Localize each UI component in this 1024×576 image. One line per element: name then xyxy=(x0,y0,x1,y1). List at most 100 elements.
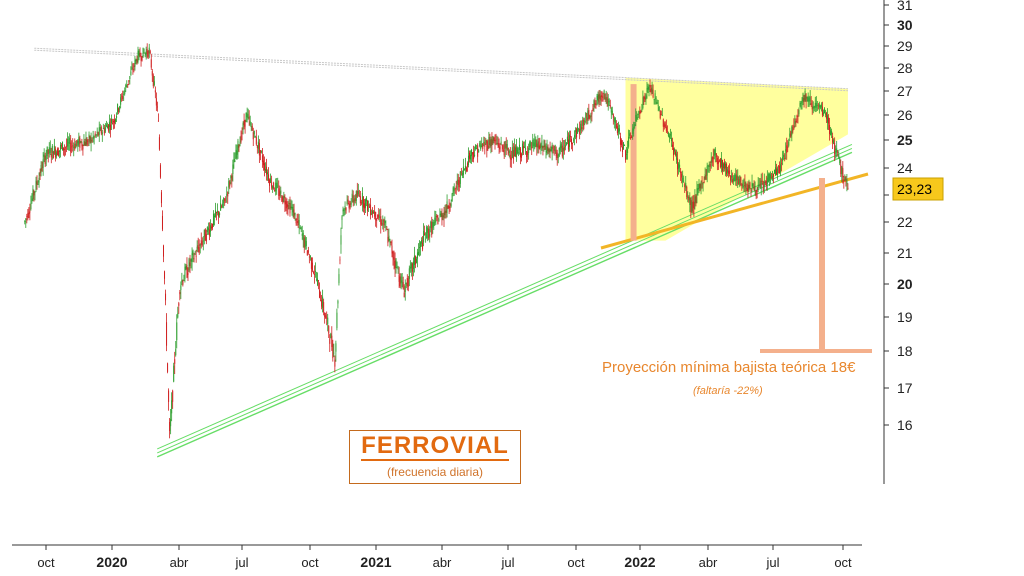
chart-title: FERROVIAL xyxy=(361,432,509,461)
candle-body xyxy=(525,148,527,151)
candle-body xyxy=(466,163,468,167)
candle-body xyxy=(533,142,535,147)
candle-body xyxy=(694,196,696,203)
candle-body xyxy=(348,202,350,209)
candle-body xyxy=(596,96,598,100)
candle-body xyxy=(504,141,506,150)
candle-body xyxy=(188,259,190,271)
x-axis: oct 2020 abr jul oct 2021 abr jul oct 2022 abr jul o… xyxy=(37,545,852,570)
y-tick-label: 25 xyxy=(897,132,913,148)
candle-body xyxy=(209,225,211,232)
candle-body xyxy=(368,204,370,206)
x-tick-label: jul xyxy=(234,555,248,570)
candle-body xyxy=(574,135,576,138)
candle-body xyxy=(708,165,710,167)
candle-body xyxy=(448,205,450,209)
candle-body xyxy=(152,75,154,87)
candle-body xyxy=(646,87,648,93)
candle-body xyxy=(175,349,177,356)
candle-body xyxy=(659,111,661,119)
candle-body xyxy=(494,140,496,142)
candle-body xyxy=(755,190,757,196)
y-tick-label: 20 xyxy=(897,276,913,292)
candle-body xyxy=(33,190,35,196)
candle-body xyxy=(38,177,40,183)
candle-body xyxy=(765,181,767,186)
candle-body xyxy=(740,177,742,182)
candle-body xyxy=(726,164,728,175)
candle-body xyxy=(306,250,308,256)
candle-body xyxy=(591,111,593,115)
candle-body xyxy=(444,210,446,216)
candle-body xyxy=(461,172,463,176)
candle-body xyxy=(253,131,255,135)
candle-body xyxy=(441,213,443,221)
candle-body xyxy=(474,154,476,156)
candle-body xyxy=(783,155,785,158)
candle-body xyxy=(131,67,133,69)
candle-body xyxy=(151,71,153,76)
candle-body xyxy=(556,152,558,159)
candle-body xyxy=(104,127,106,132)
candle-body xyxy=(797,115,799,117)
candle-body xyxy=(631,136,633,138)
candle-body xyxy=(332,344,334,359)
candle-body xyxy=(134,59,136,67)
candle-body xyxy=(762,184,764,192)
candle-body xyxy=(290,206,292,208)
candle-body xyxy=(490,138,492,146)
candle-body xyxy=(165,293,167,301)
candle-body xyxy=(707,165,709,167)
candle-body xyxy=(499,146,501,150)
candle-body xyxy=(484,143,486,147)
candle-body xyxy=(32,188,34,200)
candle-body xyxy=(803,97,805,103)
candle-body xyxy=(398,274,400,282)
candle-body xyxy=(536,143,538,148)
candle-body xyxy=(329,338,331,344)
candle-body xyxy=(42,159,44,169)
candle-body xyxy=(483,141,485,144)
candle-body xyxy=(354,198,356,202)
candle-body xyxy=(340,235,342,245)
candle-body xyxy=(645,95,647,100)
candle-body xyxy=(680,171,682,174)
candle-body xyxy=(102,127,104,129)
candle-body xyxy=(636,117,638,119)
candle-body xyxy=(107,124,109,131)
candle-body xyxy=(752,183,754,187)
candle-body xyxy=(524,146,526,148)
candle-body xyxy=(687,196,689,198)
candle-body xyxy=(676,153,678,160)
candle-body xyxy=(580,123,582,131)
candle-body xyxy=(506,144,508,150)
candle-body xyxy=(724,162,726,169)
candle-body xyxy=(771,176,773,179)
candle-body xyxy=(666,131,668,133)
candle-body xyxy=(748,184,750,189)
candle-body xyxy=(185,265,187,269)
candle-body xyxy=(153,81,155,86)
candle-body xyxy=(420,242,422,248)
candle-body xyxy=(74,143,76,150)
candle-body xyxy=(705,175,707,180)
candle-body xyxy=(402,282,404,289)
candle-body xyxy=(592,108,594,111)
candle-body xyxy=(356,190,358,197)
candle-body xyxy=(496,143,498,144)
candle-body xyxy=(204,229,206,241)
candle-body xyxy=(537,141,539,148)
candle-body xyxy=(200,240,202,245)
candle-body xyxy=(515,146,517,158)
candle-body xyxy=(551,145,553,154)
candle-body xyxy=(535,140,537,147)
candle-body xyxy=(581,127,583,130)
candle-body xyxy=(655,98,657,100)
candle-body xyxy=(459,171,461,184)
candle-body xyxy=(232,164,234,174)
candle-body xyxy=(699,184,701,189)
candle-body xyxy=(518,144,520,150)
candle-body xyxy=(140,57,142,61)
x-tick-label: abr xyxy=(433,555,452,570)
candle-body xyxy=(573,139,575,141)
